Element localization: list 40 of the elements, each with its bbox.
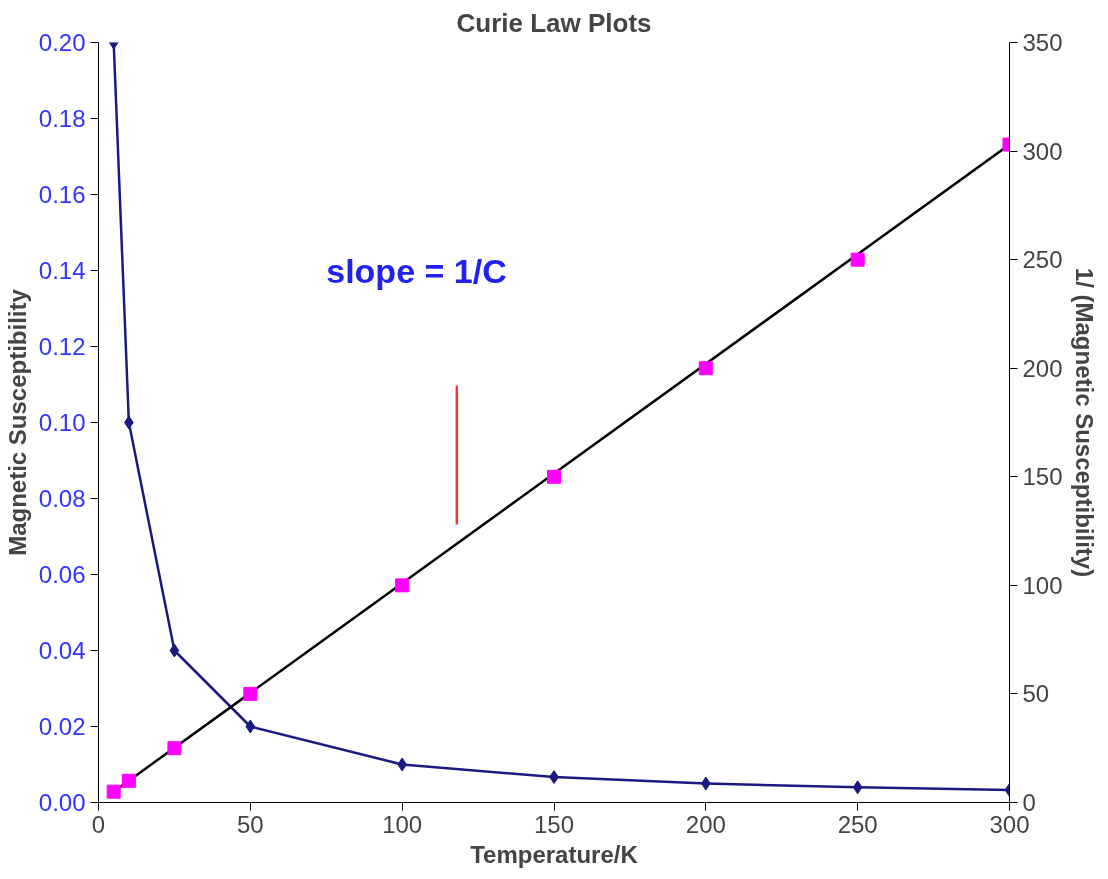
- x-axis-title: Temperature/K: [470, 840, 639, 868]
- y2-tick-label: 50: [1022, 680, 1050, 708]
- y2-tick-label: 150: [1022, 463, 1063, 491]
- x-tick-label: 50: [236, 810, 264, 838]
- y-tick-label: 0.02: [38, 713, 86, 740]
- x-tick-label: 200: [685, 810, 726, 838]
- y2-tick-label: 350: [1022, 29, 1063, 56]
- annotation: slope = 1/C: [326, 251, 507, 290]
- point: [547, 469, 561, 484]
- y2-tick-label: 250: [1022, 246, 1063, 274]
- x-tick-label: 100: [382, 810, 423, 838]
- y-tick-label: 0.18: [38, 105, 86, 132]
- x-tick-label: 250: [837, 810, 878, 838]
- point: [245, 719, 256, 734]
- y-tick-label: 0.06: [38, 561, 86, 588]
- y-axis-title: Magnetic Susceptibility: [3, 288, 31, 556]
- point: [106, 784, 121, 799]
- point: [169, 643, 180, 658]
- y2-tick-label: 100: [1022, 571, 1063, 599]
- point: [852, 780, 863, 795]
- point: [121, 773, 136, 788]
- y-tick-label: 0.12: [38, 333, 86, 360]
- y-tick-label: 0.04: [38, 637, 86, 664]
- x-tick-label: 150: [533, 810, 575, 838]
- point: [243, 686, 258, 701]
- point: [395, 578, 410, 593]
- y-tick-label: 0.20: [38, 29, 86, 56]
- y-tick-label: 0.14: [38, 257, 86, 284]
- y-tick-label: 0.10: [38, 409, 86, 436]
- y-tick-label: 0.16: [38, 181, 86, 208]
- point: [167, 741, 182, 756]
- y-tick-label: 0.00: [38, 789, 86, 816]
- y2-tick-label: 300: [1022, 137, 1063, 165]
- point: [698, 361, 713, 376]
- y-tick-label: 0.08: [38, 485, 86, 512]
- chart-title: Curie Law Plots: [456, 7, 652, 38]
- y2-tick-label: 200: [1022, 354, 1063, 382]
- y2-axis-title: 1/ (Magnetic Susceptibility): [1070, 267, 1098, 578]
- point: [850, 252, 865, 267]
- x-tick-label: 0: [91, 810, 106, 838]
